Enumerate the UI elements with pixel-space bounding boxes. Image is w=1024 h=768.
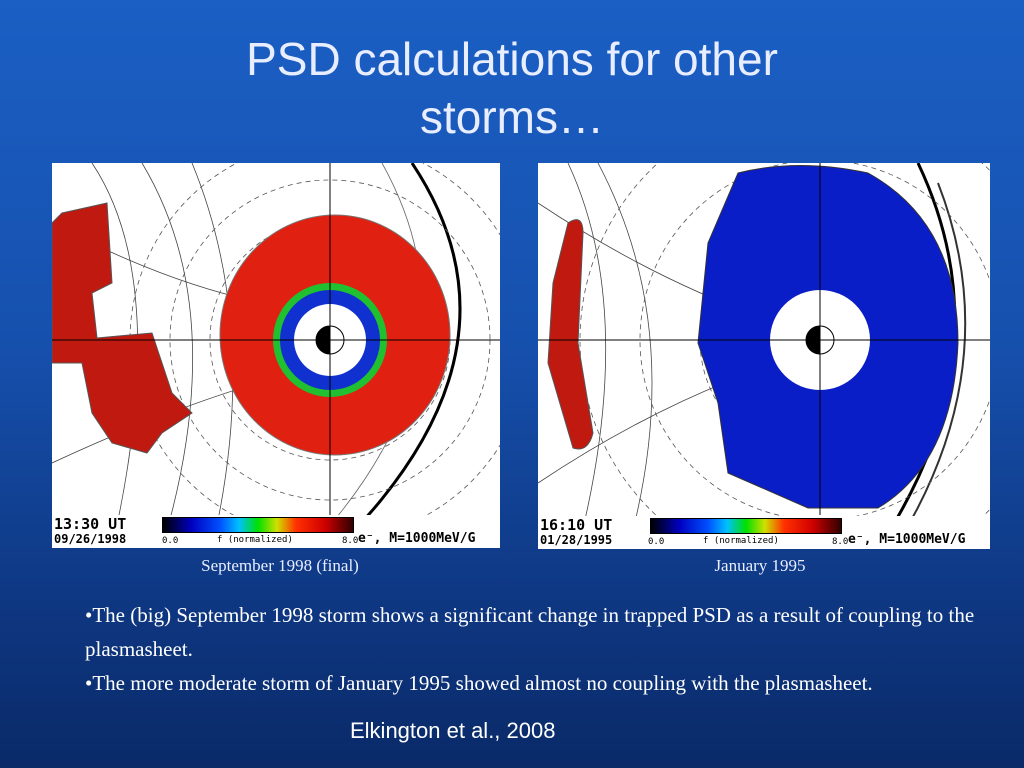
caption: September 1998 (final) <box>201 556 359 575</box>
psd-plot-right: 16:10 UT 01/28/1995 0.0 f (normalized) 8… <box>538 163 990 549</box>
time-label: 16:10 UT <box>540 516 613 534</box>
scale-max: 8.0 <box>342 536 359 546</box>
colorbar <box>650 518 842 534</box>
slide-title: PSD calculations for other storms… <box>246 33 778 143</box>
scale-min: 0.0 <box>648 537 665 547</box>
citation: Elkington et al., 2008 <box>350 718 556 743</box>
scale-max: 8.0 <box>832 537 849 547</box>
colorbar <box>162 517 354 533</box>
particle-label: e⁻, M=1000MeV/G <box>848 532 966 547</box>
date-label: 01/28/1995 <box>540 533 613 547</box>
plot-graphic <box>538 163 990 549</box>
time-label: 13:30 UT <box>54 515 127 533</box>
scale-label: f (normalized) <box>703 536 779 546</box>
date-label: 09/26/1998 <box>54 532 127 546</box>
particle-label: e⁻, M=1000MeV/G <box>358 531 476 546</box>
plot-graphic <box>52 163 500 548</box>
bullet: •The more moderate storm of January 1995… <box>85 671 873 695</box>
scale-min: 0.0 <box>162 536 179 546</box>
psd-plot-left: 13:30 UT 09/26/1998 0.0 f (normalized) 8… <box>52 163 500 548</box>
caption: January 1995 <box>714 556 806 575</box>
scale-label: f (normalized) <box>217 535 293 545</box>
bullet-list: •The (big) September 1998 storm shows a … <box>85 598 975 700</box>
bullet: •The (big) September 1998 storm shows a … <box>85 603 975 661</box>
